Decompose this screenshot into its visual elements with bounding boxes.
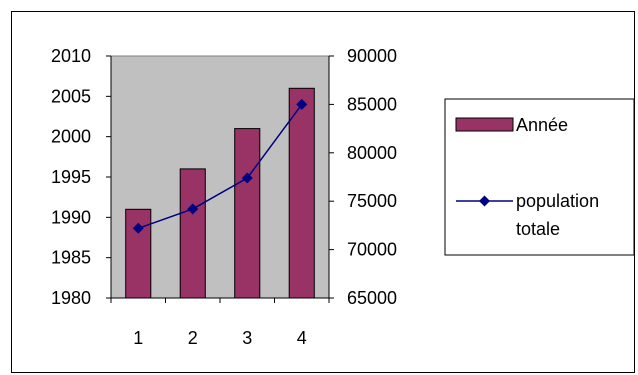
left-tick-label: 1985 [51, 248, 91, 268]
x-tick-label: 2 [188, 328, 198, 348]
x-axis-ticks: 1 2 3 4 [110, 298, 330, 348]
right-tick-label: 75000 [347, 191, 397, 211]
left-tick-label: 2005 [51, 86, 91, 106]
x-tick-label: 1 [133, 328, 143, 348]
x-tick-label: 3 [242, 328, 252, 348]
legend-marker-population [479, 195, 490, 207]
bar-1 [125, 208, 152, 299]
legend-label-population-line2: totale [516, 219, 560, 239]
right-axis-ticks: 65000 70000 75000 80000 85000 90000 [329, 46, 397, 308]
bar-4 [288, 87, 315, 299]
line-series [132, 98, 308, 234]
x-tick-label: 4 [297, 328, 307, 348]
left-tick-label: 1995 [51, 167, 91, 187]
population-point-2 [187, 203, 199, 215]
legend-swatch-annee [455, 117, 514, 132]
bar-3 [234, 128, 261, 299]
left-tick-label: 1980 [51, 288, 91, 308]
right-tick-label: 65000 [347, 288, 397, 308]
bars [125, 87, 315, 299]
right-tick-label: 70000 [347, 240, 397, 260]
legend-label-annee: Année [516, 115, 568, 135]
right-tick-label: 90000 [347, 46, 397, 66]
left-axis-ticks: 1980 1985 1990 1995 2000 2005 2010 [51, 46, 111, 308]
left-tick-label: 2010 [51, 46, 91, 66]
left-tick-label: 2000 [51, 127, 91, 147]
bar-2 [179, 168, 206, 299]
legend-label-population-line1: population [516, 191, 599, 211]
population-point-1 [132, 222, 144, 234]
population-point-3 [241, 172, 253, 184]
right-tick-label: 80000 [347, 143, 397, 163]
population-point-4 [296, 98, 308, 110]
right-tick-label: 85000 [347, 94, 397, 114]
left-tick-label: 1990 [51, 207, 91, 227]
legend: Année population totale [444, 98, 635, 256]
population-line [138, 103, 303, 230]
